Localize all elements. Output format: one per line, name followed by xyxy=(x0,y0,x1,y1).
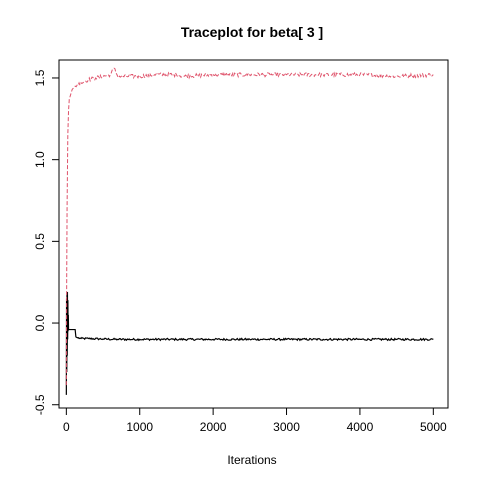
trace-lines xyxy=(65,67,434,395)
x-tick-label: 0 xyxy=(63,420,70,434)
x-tick-label: 1000 xyxy=(126,420,153,434)
x-tick-label: 4000 xyxy=(347,420,374,434)
y-tick-label: 1.5 xyxy=(33,69,47,86)
y-tick-label: 0.5 xyxy=(33,233,47,250)
plot-frame xyxy=(58,59,449,409)
x-axis: 0 1000 2000 3000 4000 5000 xyxy=(63,407,447,434)
y-tick-label: 1.0 xyxy=(33,151,47,168)
x-axis-label: Iterations xyxy=(227,453,276,467)
y-tick-label: 0.0 xyxy=(33,314,47,331)
trace-line-chain-1 xyxy=(65,291,434,395)
y-tick-label: -0.5 xyxy=(33,394,47,415)
x-tick-label: 5000 xyxy=(420,420,447,434)
x-tick-label: 2000 xyxy=(200,420,227,434)
x-tick-label: 3000 xyxy=(273,420,300,434)
y-axis: -0.5 0.0 0.5 1.0 1.5 xyxy=(33,69,60,415)
trace-line-chain-2 xyxy=(65,67,434,386)
chart-title: Traceplot for beta[ 3 ] xyxy=(181,24,323,40)
